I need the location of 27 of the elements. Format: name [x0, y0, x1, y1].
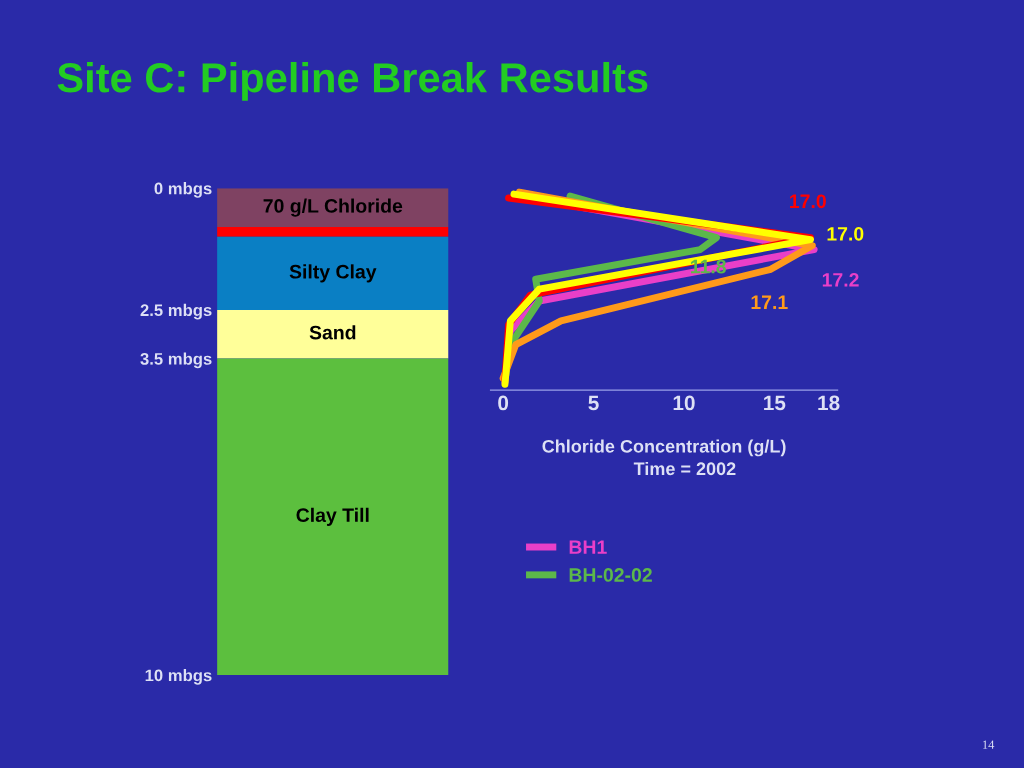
x-tick-label: 0: [498, 395, 509, 411]
annotation: 17.0: [827, 226, 864, 241]
series-label: Sand: [309, 325, 356, 340]
y-tick-label: 10 mbgs: [145, 669, 212, 685]
x-tick-label: 5: [588, 395, 599, 411]
series-label: Silty Clay: [289, 264, 377, 283]
text: Time = 2002: [633, 461, 736, 476]
annotation: 17.1: [751, 295, 788, 309]
annotation: 17.2: [822, 272, 859, 287]
y-tick-label: 0 mbgs: [154, 182, 212, 198]
legend-label: BH-02-02: [569, 568, 652, 582]
annotation: 17.0: [790, 194, 826, 209]
series-label: Clay Till: [296, 507, 369, 526]
bar: [217, 236, 449, 310]
bar: [217, 227, 449, 237]
x-axis-title: Chloride Concentration (g/L): [542, 439, 786, 457]
chart-title: Site C: Pipeline Break Results: [57, 61, 648, 101]
bar: [217, 358, 449, 676]
y-tick-label: 3.5 mbgs: [140, 352, 212, 369]
x-tick-label: 15: [764, 395, 786, 411]
x-tick-label: 18: [818, 395, 840, 411]
x-tick-label: 10: [673, 395, 695, 411]
bar: [217, 309, 449, 359]
y-tick-label: 2.5 mbgs: [140, 303, 212, 320]
series-label: 70 g/L Chloride: [263, 198, 403, 217]
legend-label: BH1: [569, 540, 607, 554]
text: 14: [983, 740, 995, 749]
